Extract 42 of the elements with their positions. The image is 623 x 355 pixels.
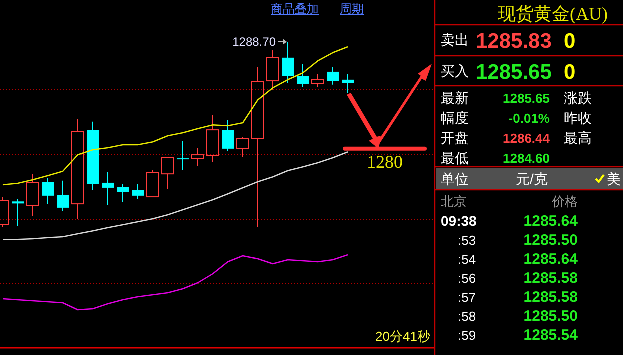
annotation: 1288.70 [232, 35, 276, 49]
annotation: 1280 [367, 152, 403, 172]
text: 1286.44 [503, 131, 551, 146]
text: :59 [458, 328, 476, 343]
text: 1284.60 [503, 151, 550, 166]
text: 价格 [551, 194, 578, 209]
text: 开盘 [441, 130, 469, 146]
text: 0 [564, 30, 576, 53]
text: 涨跌 [564, 90, 592, 106]
text: :53 [458, 233, 476, 248]
text: 现货黄金(AU) [498, 4, 608, 24]
text: 卖出 [441, 32, 469, 48]
text: 买入 [441, 63, 469, 79]
text: 20分41秒 [376, 329, 430, 344]
text: 1285.65 [476, 61, 552, 84]
text: 周期 [340, 2, 364, 16]
text: 商品叠加 [271, 2, 319, 16]
text: 0 [564, 61, 576, 84]
text: 1285.65 [503, 91, 550, 106]
text: 1285.58 [524, 270, 578, 287]
text: 元/克 [516, 171, 548, 187]
text: 1285.50 [524, 232, 578, 249]
text: :56 [458, 271, 476, 286]
text: 最高 [564, 130, 592, 146]
text: -0.01% [508, 111, 550, 126]
text: :58 [458, 309, 476, 324]
text: 最低 [441, 150, 469, 166]
text: 昨收 [564, 110, 592, 126]
text: 09:38 [441, 213, 478, 229]
text: 单位 [441, 171, 469, 187]
text: 1285.64 [524, 213, 579, 230]
text: 1285.54 [524, 327, 579, 344]
text: 幅度 [441, 110, 469, 126]
text: 最新 [441, 90, 469, 106]
text: 北京 [441, 194, 467, 209]
text: 1285.83 [476, 30, 552, 53]
text: 1285.50 [524, 308, 578, 325]
text: 1285.58 [524, 289, 578, 306]
text: :57 [458, 290, 476, 305]
text: 1285.64 [524, 251, 579, 268]
text: 美 [607, 171, 621, 187]
text: :54 [458, 252, 476, 267]
